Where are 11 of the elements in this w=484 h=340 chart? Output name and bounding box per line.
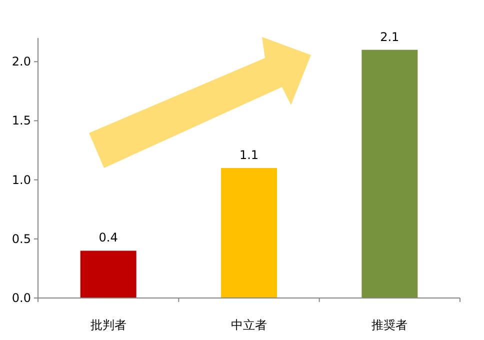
y-tick-label: 1.5 xyxy=(12,114,31,128)
x-tick-label: 中立者 xyxy=(231,318,267,332)
y-tick-label: 1.0 xyxy=(12,172,31,187)
x-tick-label: 批判者 xyxy=(90,318,126,332)
data-label: 0.4 xyxy=(98,230,118,245)
x-tick-label: 推奨者 xyxy=(372,318,408,332)
data-label: 1.1 xyxy=(239,148,259,162)
y-tick-label: 2.0 xyxy=(12,54,31,69)
data-label: 2.1 xyxy=(380,30,400,44)
y-tick-label: 0.0 xyxy=(12,291,31,305)
y-tick-label: 0.5 xyxy=(12,232,31,246)
